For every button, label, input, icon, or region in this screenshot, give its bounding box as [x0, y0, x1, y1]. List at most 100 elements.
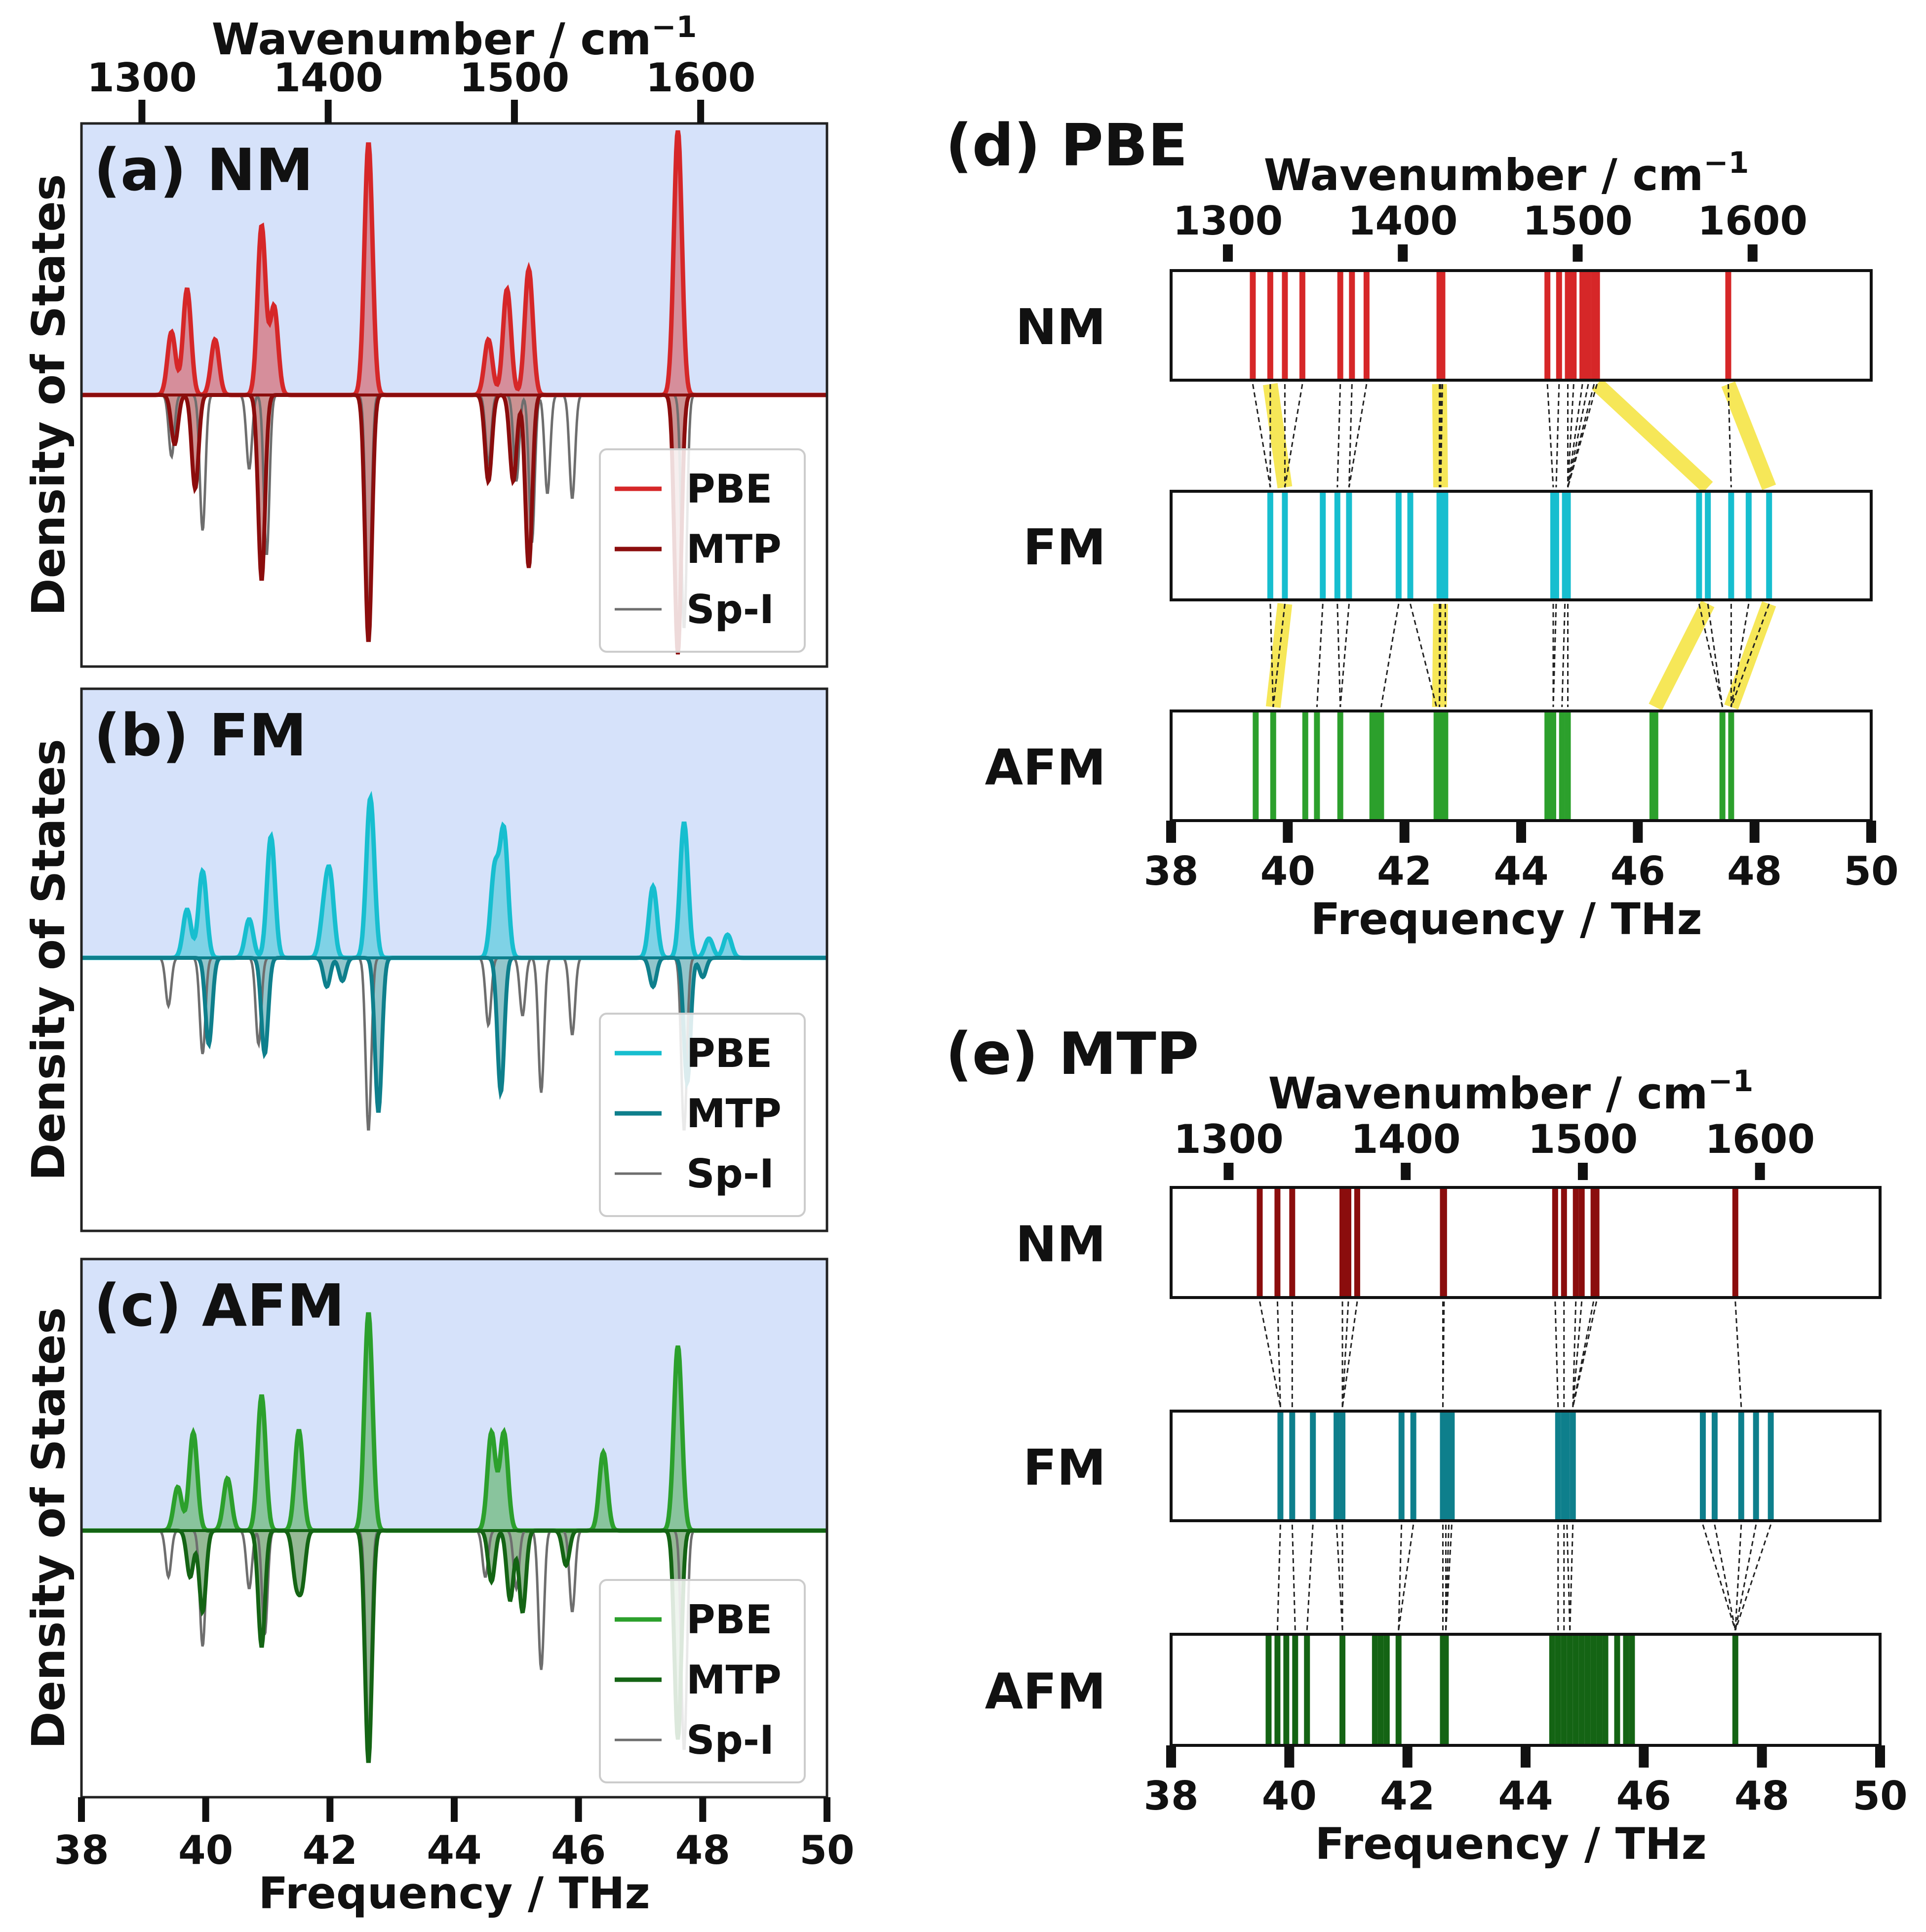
mode-bar [1556, 272, 1562, 379]
mode-bar [1270, 712, 1276, 819]
frequency-tick-label: 40 [1260, 848, 1315, 894]
mode-bar [1623, 1636, 1629, 1744]
mode-link [1316, 603, 1324, 708]
wavenumber-tick [1755, 1163, 1765, 1180]
mode-link [1339, 603, 1350, 708]
mode-bar [1594, 272, 1600, 379]
mode-bar [1552, 1189, 1558, 1296]
mode-link [1567, 384, 1589, 488]
panel-title: (c) AFM [94, 1271, 345, 1340]
mode-bar [1265, 1636, 1272, 1744]
legend-label: Sp-I [686, 587, 774, 632]
mode-bar [1572, 1189, 1579, 1296]
exponent: −1 [651, 10, 697, 44]
mode-bar [1629, 1636, 1635, 1744]
wavenumber-tick-label: 1400 [273, 55, 383, 101]
plot-frame [80, 122, 828, 668]
mode-bar [1377, 1636, 1384, 1744]
legend-label: PBE [686, 466, 772, 512]
wavenumber-tick-label: 1400 [1348, 198, 1458, 244]
mode-link [1734, 1524, 1742, 1631]
mode-bar [1274, 1189, 1281, 1296]
mode-row-afm: AFM [985, 710, 1873, 822]
mode-bar [1700, 1413, 1706, 1519]
mode-bar [1572, 1636, 1579, 1744]
legend: PBE MTP Sp-I [599, 1013, 806, 1217]
highlight-link [1592, 379, 1713, 493]
row-frame [1170, 710, 1873, 822]
frequency-tick [1749, 821, 1760, 843]
wavenumber-tick-label: 1400 [1351, 1116, 1461, 1162]
frequency-tick-label: 38 [54, 1827, 109, 1873]
mode-link [1252, 384, 1271, 488]
mode-row-fm: FM [1023, 490, 1873, 601]
row-label: AFM [985, 739, 1106, 796]
mode-bar [1544, 272, 1551, 379]
mode-link [1734, 1524, 1772, 1631]
frequency-tick-label: 40 [178, 1827, 233, 1873]
mode-bar [1565, 493, 1571, 598]
mode-bar [1602, 1636, 1609, 1744]
mode-link [1439, 603, 1442, 708]
panel-title: (e) MTP [945, 1020, 1199, 1088]
mode-bar [1593, 1189, 1600, 1296]
wavenumber-tick [1577, 1163, 1588, 1180]
frequency-tick-label: 50 [799, 1827, 854, 1873]
highlight-link [1649, 600, 1715, 710]
plot-frame [80, 687, 828, 1232]
mode-bar [1395, 493, 1402, 598]
mode-bar [1282, 493, 1288, 598]
mode-bar [1334, 493, 1340, 598]
frequency-tick-label: 46 [1616, 1773, 1671, 1819]
mode-link [1567, 384, 1595, 488]
mode-link [1730, 603, 1750, 708]
wavenumber-tick [1401, 1163, 1411, 1180]
mode-bar [1407, 493, 1414, 598]
wavenumber-tick [324, 100, 332, 123]
mode-bar [1339, 1413, 1346, 1519]
frequency-tick [1639, 1745, 1649, 1768]
wavenumber-tick [1398, 244, 1408, 262]
mode-bar [1372, 1636, 1378, 1744]
legend-box [599, 1013, 806, 1217]
mode-link [1567, 384, 1598, 488]
mode-bar [1443, 1636, 1449, 1744]
wavenumber-tick [697, 100, 705, 123]
mode-link [1445, 1524, 1453, 1631]
frequency-tick-label: 48 [675, 1827, 730, 1873]
frequency-tick-label: 38 [1143, 848, 1198, 894]
mode-link [1380, 603, 1400, 708]
mode-bar [1363, 272, 1370, 379]
mode-bar [1253, 712, 1259, 819]
frequency-tick [1399, 821, 1410, 843]
dos-panel-c: (c) AFM Density of States PBE MTP Sp-I 38 40 42… [22, 1258, 855, 1919]
frequency-tick [1402, 1745, 1413, 1768]
mode-bar [1553, 493, 1559, 598]
mode-bar [1289, 1189, 1296, 1296]
mode-bar [1579, 272, 1586, 379]
mode-bar [1398, 1413, 1405, 1519]
mode-bar [1555, 1413, 1561, 1519]
legend-label: PBE [686, 1597, 772, 1643]
mode-bar [1544, 712, 1551, 819]
dos-panel-a: (a) NM Density of States PBE MTP Sp-I 1300 140… [22, 10, 828, 668]
frequency-tick [1875, 1745, 1885, 1768]
mode-bar [1550, 712, 1556, 819]
mode-link [1272, 603, 1286, 708]
dos-panels: (a) NM Density of States PBE MTP Sp-I 1300 140… [22, 10, 855, 1919]
y-axis-title: Density of States [22, 1307, 75, 1749]
mode-bar [1564, 1413, 1570, 1519]
mode-bar [1561, 1189, 1567, 1296]
y-axis-title: Density of States [22, 174, 75, 616]
mode-link [1714, 1524, 1736, 1631]
mode-bar [1732, 1636, 1738, 1744]
plot-area [81, 790, 827, 1131]
panel-title: (a) NM [94, 136, 314, 204]
mode-bar [1372, 712, 1378, 819]
mode-bar [1320, 493, 1326, 598]
row-label: NM [1016, 1216, 1106, 1273]
mode-bar [1705, 493, 1711, 598]
mode-bar [1578, 1189, 1585, 1296]
mode-bar [1738, 1413, 1744, 1519]
mode-bar [1302, 712, 1308, 819]
